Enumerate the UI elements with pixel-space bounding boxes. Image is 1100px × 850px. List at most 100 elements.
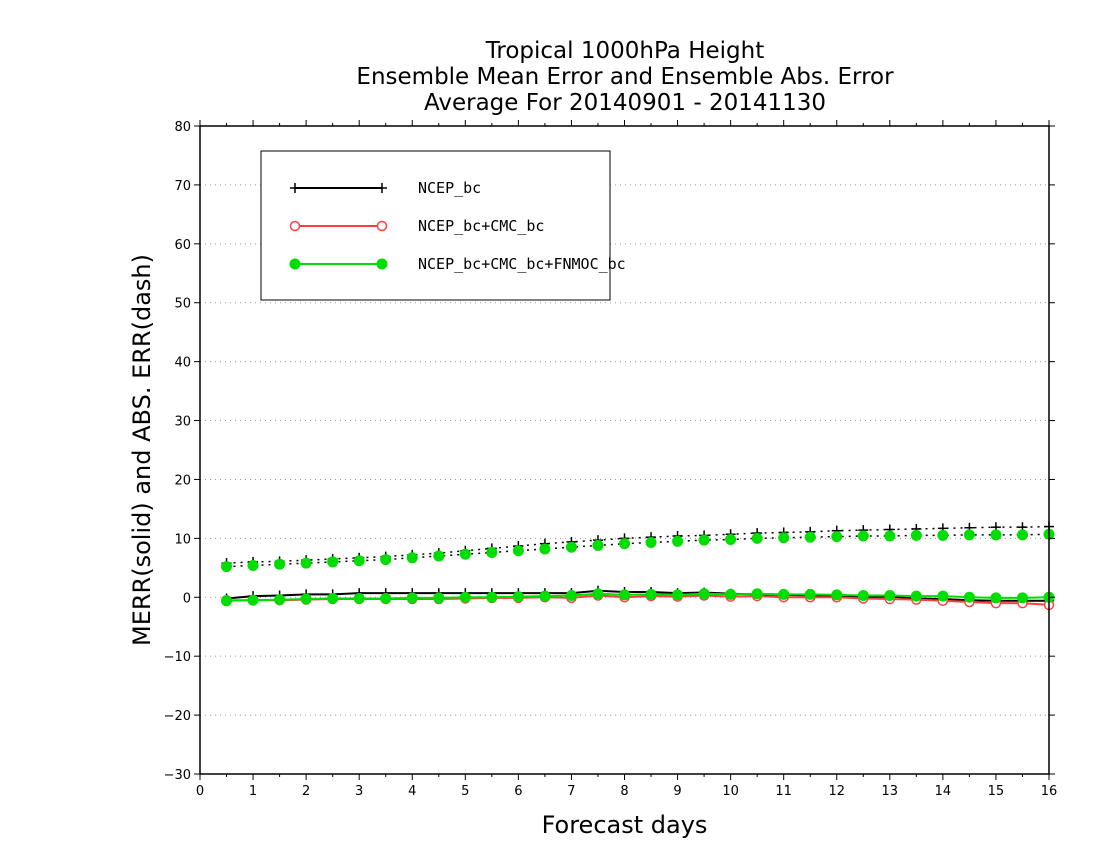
abs-err-point [857,530,869,542]
merr-point [831,589,843,601]
merr-point [725,588,737,600]
y-tick-label: 10 [174,532,191,547]
merr-point [672,589,684,601]
abs-err-point [512,545,524,557]
abs-err-point [565,541,577,553]
x-tick-label: 4 [408,784,416,799]
merr-point [433,592,445,604]
legend: NCEP_bc NCEP_bc+CMC_bc NCEP_bc+CMC_bc+FNMO… [260,150,626,301]
abs-err-point [592,539,604,551]
legend-item: NCEP_bc+CMC_bc+FNMOC_bc [289,255,626,273]
abs-err-point [619,538,630,550]
y-tick-label: −20 [164,709,191,724]
legend-label: NCEP_bc [418,179,481,197]
legend-label: NCEP_bc+CMC_bc+FNMOC_bc [418,255,626,273]
legend-marker [289,220,301,232]
merr-point [247,594,259,606]
x-tick-label: 7 [567,784,575,799]
x-tick-label: 14 [935,784,952,799]
x-tick-label: 13 [882,784,899,799]
y-axis-label: MERR(solid) and ABS. ERR(dash) [128,254,156,646]
abs-err-point [486,547,498,559]
merr-point [645,588,657,600]
x-tick-label: 10 [722,784,739,799]
abs-err-line [226,533,1050,568]
y-tick-label: 60 [174,238,191,253]
merr-point [300,593,312,605]
legend-marker [377,183,387,193]
merr-point [512,591,524,603]
legend-item: NCEP_bc+CMC_bc [289,217,544,235]
merr-point [539,590,551,602]
legend-marker [290,183,300,193]
x-tick-label: 6 [514,784,522,799]
x-tick-label: 3 [355,784,363,799]
abs-err-point [433,550,445,562]
x-axis: 0 1 2 3 4 5 6 7 8 9 10 11 12 13 14 15 16 [196,120,1057,799]
merr-point [884,590,896,602]
title-line-2: Ensemble Mean Error and Ensemble Abs. Er… [356,64,894,90]
x-tick-label: 2 [302,784,310,799]
merr-point [353,592,365,604]
merr-point [486,591,498,603]
y-tick-label: 40 [174,356,191,371]
legend-marker [376,258,388,270]
series-0 [221,521,1054,606]
series-2 [221,528,1055,607]
abs-err-point [1016,529,1028,541]
merr-point [1016,592,1028,604]
abs-err-point [725,534,737,546]
abs-err-point [698,534,710,546]
abs-err-point [804,531,816,543]
abs-err-point [990,529,1002,541]
y-tick-label: 50 [174,297,191,312]
merr-point [778,588,790,600]
y-tick-label: 30 [174,415,191,430]
x-tick-label: 11 [775,784,792,799]
abs-err-point [963,529,975,541]
y-axis: 80 70 60 50 40 30 20 10 0 −10 −20 −30 [164,120,1055,783]
merr-point [565,590,577,602]
abs-err-point [327,556,339,568]
merr-point [698,588,710,600]
abs-err-point [937,529,949,541]
merr-point [963,591,975,603]
x-tick-label: 15 [988,784,1005,799]
abs-err-line [226,525,1050,564]
y-tick-label: −30 [164,768,191,783]
merr-point [804,588,816,600]
merr-point [990,592,1002,604]
merr-point [380,592,392,604]
abs-err-point [380,554,392,566]
abs-err-point [831,531,843,543]
abs-err-point [353,555,365,567]
merr-point [592,588,604,600]
y-tick-label: 80 [174,120,191,135]
abs-err-point [247,559,259,571]
x-tick-label: 1 [249,784,257,799]
abs-err-point [645,536,657,548]
merr-point [221,595,233,607]
merr-point [751,588,763,600]
abs-err-point [778,532,790,544]
merr-point [857,590,869,602]
y-tick-label: −10 [164,650,191,665]
merr-point [327,592,339,604]
x-tick-label: 5 [461,784,469,799]
abs-err-point [459,548,471,560]
abs-err-point [406,552,418,564]
abs-err-point [751,532,763,544]
abs-err-point [274,558,286,570]
legend-marker [289,258,301,270]
x-tick-label: 0 [196,784,204,799]
legend-label: NCEP_bc+CMC_bc [418,217,544,235]
abs-err-point [884,530,896,542]
x-tick-label: 9 [673,784,681,799]
legend-item: NCEP_bc [290,179,481,197]
x-tick-label: 8 [620,784,628,799]
title-line-1: Tropical 1000hPa Height [485,38,765,64]
abs-err-point [910,529,922,541]
merr-point [459,591,471,603]
